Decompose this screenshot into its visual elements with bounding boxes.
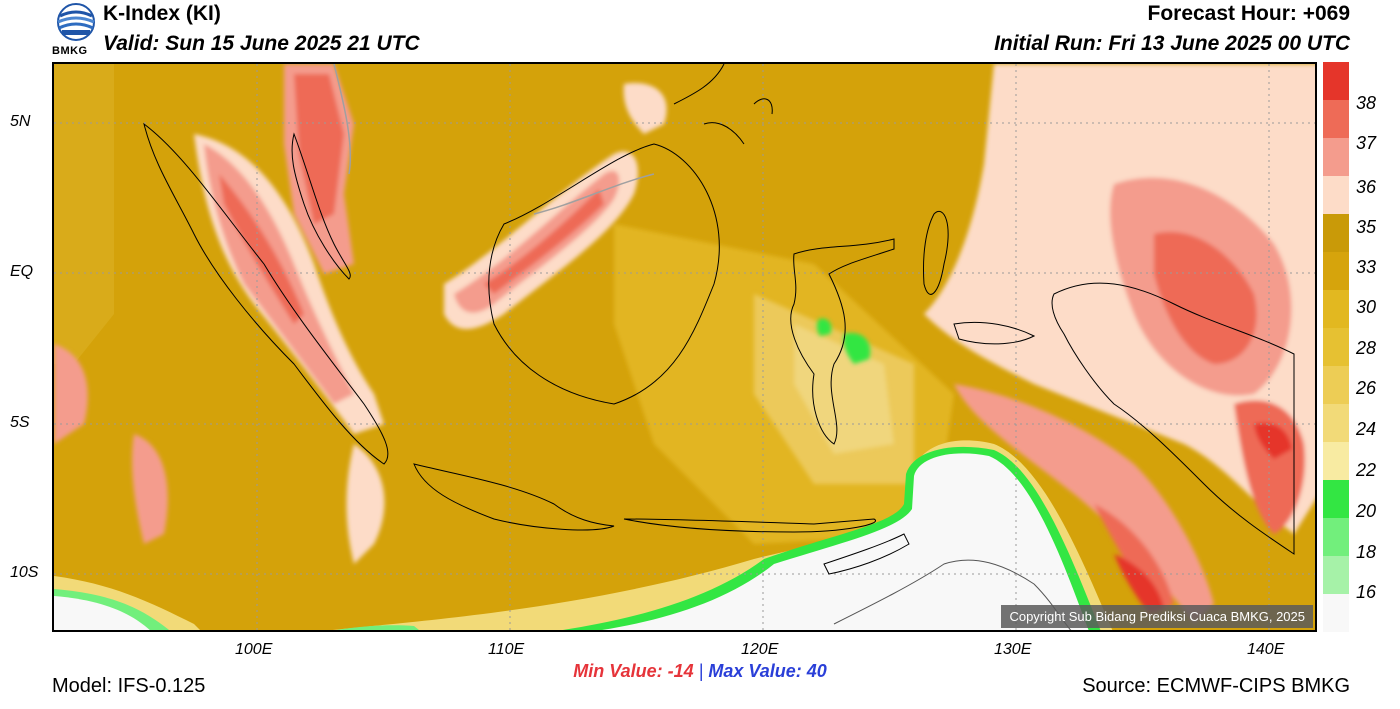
colorbar-label: 28 [1356, 338, 1377, 358]
forecast-hour: Forecast Hour: +069 [1147, 2, 1351, 25]
colorbar-label: 38 [1356, 93, 1377, 113]
lat-label-5n: 5N [10, 113, 31, 130]
lon-label-130e: 130E [994, 641, 1032, 658]
colorbar-segment [1323, 366, 1349, 404]
lon-label-120e: 120E [741, 641, 779, 658]
colorbar-segment [1323, 100, 1349, 138]
colorbar-label: 16 [1356, 582, 1377, 602]
max-value: Max Value: 40 [708, 661, 827, 681]
copyright-notice: Copyright Sub Bidang Prediksi Cuaca BMKG… [1001, 605, 1313, 628]
lat-label-5s: 5S [10, 414, 30, 431]
colorbar-label: 20 [1356, 501, 1377, 521]
colorbar-segment [1323, 328, 1349, 366]
min-value: Min Value: -14 [573, 661, 694, 681]
colorbar-label: 33 [1356, 257, 1377, 277]
lat-label-10s: 10S [10, 564, 39, 581]
colorbar [1323, 62, 1349, 632]
model-name: Model: IFS-0.125 [52, 675, 206, 697]
bmkg-logo [52, 2, 100, 62]
logo-text: BMKG [52, 45, 88, 57]
colorbar-segment [1323, 252, 1349, 290]
colorbar-label: 35 [1356, 217, 1377, 237]
colorbar-label: 36 [1356, 177, 1377, 197]
colorbar-label: 24 [1356, 419, 1377, 439]
colorbar-label: 22 [1356, 460, 1377, 480]
colorbar-segment [1323, 556, 1349, 594]
colorbar-segment [1323, 62, 1349, 100]
data-source: Source: ECMWF-CIPS BMKG [1082, 675, 1350, 697]
lon-label-100e: 100E [235, 641, 273, 658]
colorbar-segment [1323, 214, 1349, 252]
colorbar-segment [1323, 594, 1349, 632]
colorbar-label: 18 [1356, 542, 1377, 562]
colorbar-segment [1323, 138, 1349, 176]
colorbar-label: 37 [1356, 133, 1377, 153]
k-index-map: Copyright Sub Bidang Prediksi Cuaca BMKG… [52, 62, 1317, 632]
initial-run: Initial Run: Fri 13 June 2025 00 UTC [994, 32, 1350, 55]
colorbar-segment [1323, 290, 1349, 328]
lon-label-140e: 140E [1247, 641, 1285, 658]
colorbar-segment [1323, 518, 1349, 556]
lon-label-110e: 110E [488, 641, 525, 658]
colorbar-segment [1323, 480, 1349, 518]
min-max-values: Min Value: -14 | Max Value: 40 [0, 661, 1400, 682]
lat-label-eq: EQ [10, 263, 34, 280]
colorbar-label: 26 [1356, 378, 1377, 398]
chart-title: K-Index (KI) [103, 2, 221, 25]
value-separator: | [698, 661, 704, 681]
valid-time: Valid: Sun 15 June 2025 21 UTC [103, 32, 420, 55]
colorbar-segment [1323, 442, 1349, 480]
colorbar-segment [1323, 176, 1349, 214]
colorbar-segment [1323, 404, 1349, 442]
colorbar-label: 30 [1356, 297, 1377, 317]
map-field [54, 64, 1315, 630]
